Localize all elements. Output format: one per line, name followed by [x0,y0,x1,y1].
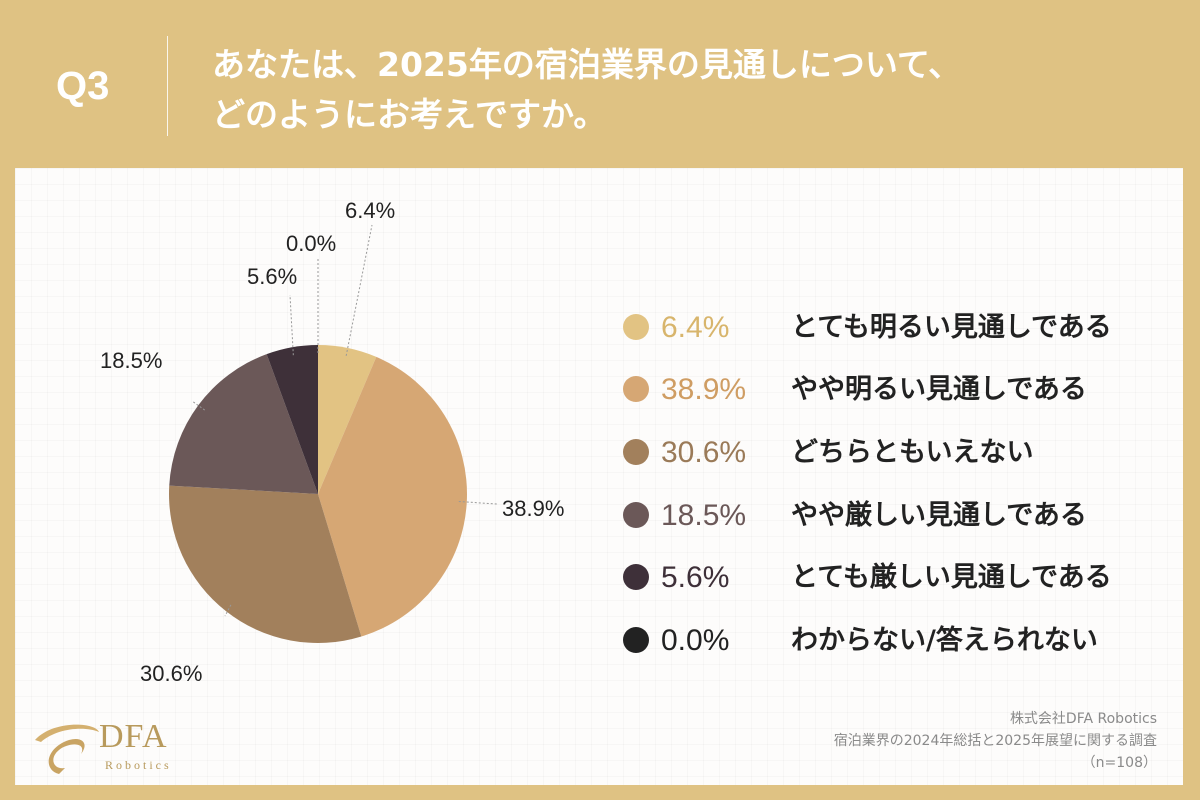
pie-label-slice-0: 6.4% [345,198,396,223]
header-divider [167,36,168,136]
legend-item: 6.4% とても明るい見通しである [621,308,1181,348]
question-number: Q3 [56,64,110,108]
header: Q3 あなたは、2025年の宿泊業界の見通しについて、 どのようにお考えですか。 [0,0,1200,168]
legend-percent: 5.6% [661,561,730,594]
pie-label-slice-4: 5.6% [247,264,298,289]
pie-label-slice-3: 18.5% [100,348,163,373]
logo-swoosh-icon [35,724,99,774]
legend-item: 30.6% どちらともいえない [621,433,1181,473]
source-sample-size: （n=108） [1081,755,1157,771]
legend-dot [623,376,649,402]
legend-percent: 18.5% [661,499,747,532]
legend-label: やや明るい見通しである [791,374,1087,405]
pie-slice [318,345,377,494]
legend-label: とても厳しい見通しである [791,562,1112,593]
logo-text: DFA [99,718,168,755]
legend-label: とても明るい見通しである [791,312,1112,343]
company-logo: DFA Robotics [25,716,195,780]
legend-dot [623,439,649,465]
question-line-1: あなたは、2025年の宿泊業界の見通しについて、 [212,45,962,84]
source-survey: 宿泊業界の2024年総括と2025年展望に関する調査 [833,733,1157,749]
pie-label-slice-5: 0.0% [286,231,337,256]
leader-line [345,224,373,356]
logo-subtext: Robotics [105,758,172,772]
pie-label-slice-2: 30.6% [140,661,203,686]
legend-item: 0.0% わからない/答えられない [621,621,1181,661]
legend-item: 5.6% とても厳しい見通しである [621,558,1181,598]
legend-percent: 0.0% [661,624,730,657]
legend-dot [623,314,649,340]
leader-line [191,400,206,411]
question-text: あなたは、2025年の宿泊業界の見通しについて、 どのようにお考えですか。 [212,40,1112,140]
legend-percent: 6.4% [661,311,730,344]
legend-label: どちらともいえない [791,437,1034,468]
legend-percent: 38.9% [661,373,747,406]
leader-line [289,294,294,356]
legend-dot [623,502,649,528]
pie-label-slice-1: 38.9% [502,496,565,521]
pie-slice [266,345,318,494]
source-note: 株式会社DFA Robotics 宿泊業界の2024年総括と2025年展望に関す… [834,708,1157,774]
pie-slice [169,354,318,494]
source-company: 株式会社DFA Robotics [1009,711,1157,727]
chart-panel: 6.4% 38.9% 30.6% 18.5% 5.6% 0.0% 6.4% とて… [15,168,1183,785]
pie-slice [318,356,468,637]
question-line-2: どのようにお考えですか。 [212,95,607,134]
legend-label: やや厳しい見通しである [791,500,1087,531]
pie-chart [169,224,498,643]
legend-percent: 30.6% [661,436,747,469]
legend-dot [623,627,649,653]
pie-slice [169,485,362,643]
legend-item: 38.9% やや明るい見通しである [621,370,1181,410]
legend-label: わからない/答えられない [791,625,1098,656]
legend-dot [623,564,649,590]
legend-item: 18.5% やや厳しい見通しである [621,496,1181,536]
